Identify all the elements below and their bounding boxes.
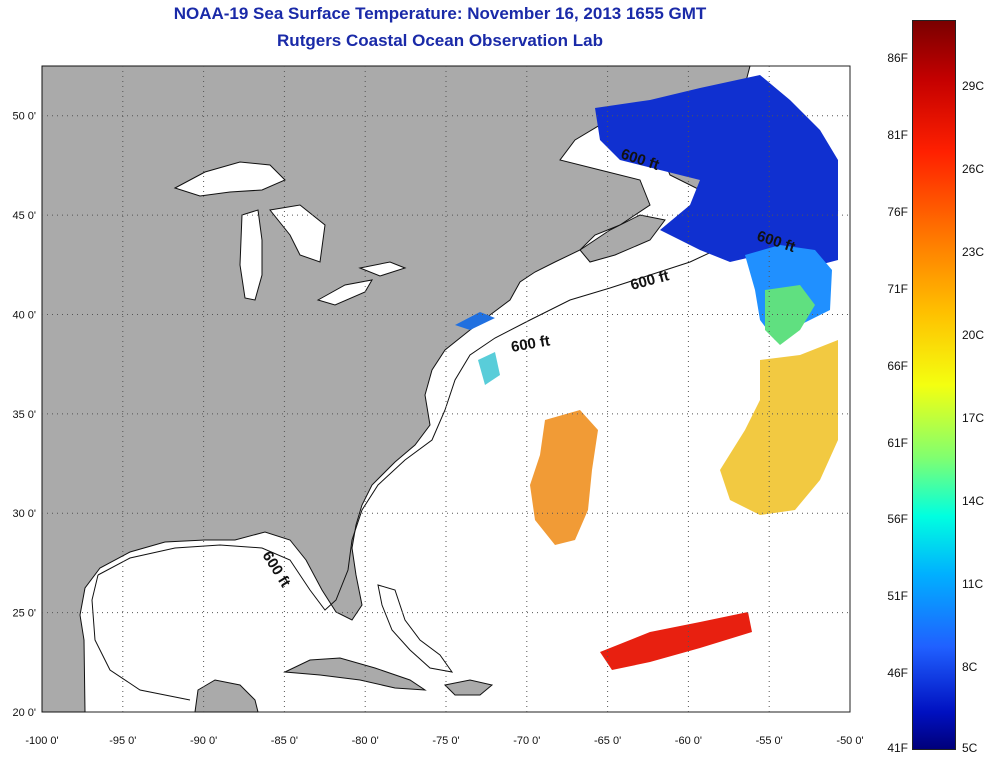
colorbar-fahrenheit-label: 41F <box>887 741 908 755</box>
lake-erie <box>316 279 373 306</box>
colorbar-fahrenheit-label: 76F <box>887 205 908 220</box>
contour-label: 600 ft <box>510 332 552 356</box>
colorbar-celsius-label: 5C <box>962 741 978 755</box>
map-subtitle: Rutgers Coastal Ocean Observation Lab <box>277 31 603 50</box>
longitude-tick-label: -90 0' <box>190 735 217 747</box>
colorbar-fahrenheit-label: 46F <box>887 666 908 681</box>
longitude-tick-label: -55 0' <box>756 735 783 747</box>
yucatan-land <box>194 679 259 713</box>
colorbar-fahrenheit-label: 61F <box>887 435 908 450</box>
longitude-tick-label: -75 0' <box>432 735 459 747</box>
longitude-tick-label: -95 0' <box>109 735 136 747</box>
depth-contour-600ft <box>97 209 839 611</box>
depth-contour-600ft-gulf <box>91 574 191 701</box>
latitude-tick-label: 30 0' <box>12 508 36 520</box>
temperature-colorbar <box>912 20 956 750</box>
latitude-tick-label: 40 0' <box>12 309 36 321</box>
longitude-tick-label: -85 0' <box>271 735 298 747</box>
latitude-tick-label: 25 0' <box>12 608 36 620</box>
hispaniola-land <box>443 679 494 696</box>
longitude-tick-label: -65 0' <box>594 735 621 747</box>
sst-patch-temperate <box>765 285 815 345</box>
colorbar-celsius-label: 11C <box>962 577 984 592</box>
latitude-tick-label: 45 0' <box>12 210 36 222</box>
sst-patch-sargasso <box>530 410 598 545</box>
colorbar-celsius-label: 26C <box>962 162 984 177</box>
colorbar-fahrenheit-label: 56F <box>887 512 908 527</box>
colorbar-celsius-label: 17C <box>962 411 984 426</box>
colorbar-fahrenheit-label: 66F <box>887 358 908 373</box>
longitude-tick-labels: -100 0' -95 0' -90 0' -85 0' -80 0' -75 0' -70… <box>25 735 863 747</box>
colorbar-fahrenheit-label: 81F <box>887 128 908 143</box>
sst-patch-warm-east <box>720 340 838 515</box>
longitude-tick-label: -50 0' <box>836 735 863 747</box>
latitude-tick-labels: 50 0' 45 0' 40 0' 35 0' 30 0' 25 0' 20 0' <box>12 111 36 719</box>
longitude-tick-label: -60 0' <box>675 735 702 747</box>
colorbar-celsius-label: 20C <box>962 328 984 343</box>
colorbar-fahrenheit-label: 51F <box>887 589 908 604</box>
longitude-tick-label: -70 0' <box>513 735 540 747</box>
sst-patch-tropical <box>600 612 752 670</box>
cuba-land <box>283 657 427 691</box>
bahamas-banks <box>377 584 454 673</box>
sst-patch-long-island <box>455 312 495 330</box>
nova-scotia-land <box>579 214 666 263</box>
lake-superior <box>173 161 286 197</box>
colorbar-fahrenheit-label: 71F <box>887 281 908 296</box>
lake-michigan <box>239 209 263 301</box>
map-title: NOAA-19 Sea Surface Temperature: Novembe… <box>173 4 707 23</box>
colorbar-fahrenheit-label: 86F <box>887 51 908 66</box>
colorbar-celsius-label: 23C <box>962 245 984 260</box>
sst-patch-cold-north <box>595 75 838 270</box>
lake-huron <box>269 204 326 263</box>
latitude-tick-label: 50 0' <box>12 111 36 123</box>
sst-map: -100 0' -95 0' -90 0' -85 0' -80 0' -75 0' -70… <box>12 65 864 747</box>
north-america-land <box>41 65 751 713</box>
colorbar-celsius-label: 8C <box>962 660 978 674</box>
longitude-tick-label: -80 0' <box>352 735 379 747</box>
latitude-tick-label: 35 0' <box>12 409 36 421</box>
lake-ontario <box>358 261 407 277</box>
latitude-tick-label: 20 0' <box>12 707 36 719</box>
colorbar-celsius-label: 14C <box>962 494 984 509</box>
sst-patch-mid-atlantic <box>478 352 500 385</box>
colorbar-celsius-label: 29C <box>962 79 984 94</box>
longitude-tick-label: -100 0' <box>25 735 58 747</box>
